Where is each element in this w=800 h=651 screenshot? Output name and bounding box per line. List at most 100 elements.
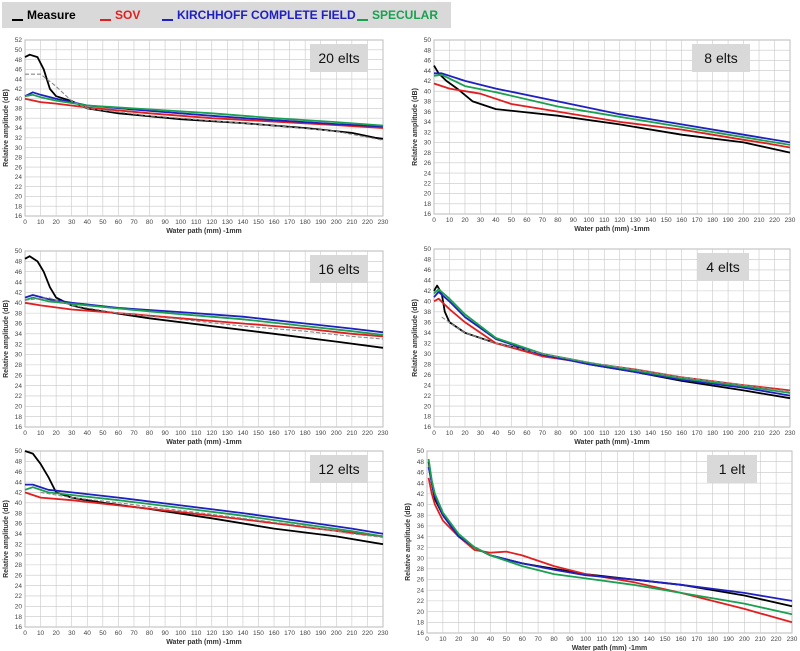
x-tick-label: 230 xyxy=(785,430,796,437)
y-tick-label: 26 xyxy=(424,372,432,379)
chart-title-badge xyxy=(310,44,368,72)
x-tick-label: 230 xyxy=(378,219,389,226)
x-tick-label: 30 xyxy=(477,217,485,224)
legend-label-sov: SOV xyxy=(115,8,141,22)
y-tick-label: 40 xyxy=(417,502,425,509)
y-tick-label: 44 xyxy=(424,278,432,285)
y-tick-label: 30 xyxy=(15,552,23,559)
y-axis-label: Relative amplitude (dB) xyxy=(3,89,10,167)
x-axis-label: Water path (mm) -1mm xyxy=(166,639,242,646)
y-tick-label: 46 xyxy=(424,267,432,274)
y-tick-label: 16 xyxy=(15,213,23,220)
x-tick-label: 230 xyxy=(378,630,389,637)
series-line-kirchhoff-complete-field xyxy=(433,291,791,397)
x-tick-label: 10 xyxy=(446,430,454,437)
chart-title-badge xyxy=(697,253,749,281)
y-tick-label: 28 xyxy=(15,562,23,569)
y-tick-label: 20 xyxy=(424,191,432,198)
x-tick-label: 80 xyxy=(550,636,558,643)
x-tick-label: 20 xyxy=(461,217,469,224)
y-tick-label: 44 xyxy=(15,479,23,486)
x-tick-label: 220 xyxy=(362,219,373,226)
y-tick-label: 26 xyxy=(424,160,432,167)
x-tick-label: 40 xyxy=(84,219,92,226)
series-line-specular xyxy=(24,93,384,127)
y-tick-label: 30 xyxy=(15,352,23,359)
x-tick-label: 20 xyxy=(53,430,61,437)
x-tick-label: 180 xyxy=(707,430,718,437)
y-tick-label: 24 xyxy=(15,583,23,590)
y-tick-label: 46 xyxy=(15,469,23,476)
chart-20-elts: 0 10 20 30 40 50 60 70 80 90 100 110 120 130 140 150 160… xyxy=(3,37,389,235)
x-tick-label: 220 xyxy=(771,636,782,643)
y-tick-label: 26 xyxy=(15,372,23,379)
x-tick-label: 130 xyxy=(630,430,641,437)
x-tick-label: 120 xyxy=(206,430,217,437)
y-tick-label: 18 xyxy=(424,201,432,208)
legend-swatch-kirchhoff xyxy=(162,19,173,21)
x-tick-label: 180 xyxy=(300,219,311,226)
y-tick-label: 36 xyxy=(424,109,432,116)
x-tick-label: 210 xyxy=(754,217,765,224)
y-axis-label: Relative amplitude (dB) xyxy=(405,503,412,581)
x-tick-label: 190 xyxy=(315,430,326,437)
y-tick-label: 20 xyxy=(417,609,425,616)
x-tick-label: 120 xyxy=(614,217,625,224)
y-tick-label: 48 xyxy=(15,259,23,266)
x-tick-label: 90 xyxy=(570,430,578,437)
y-tick-label: 16 xyxy=(15,424,23,431)
x-tick-label: 80 xyxy=(554,430,562,437)
y-tick-label: 16 xyxy=(417,630,425,637)
x-tick-label: 200 xyxy=(739,636,750,643)
y-tick-label: 16 xyxy=(15,624,23,631)
x-tick-label: 50 xyxy=(508,217,516,224)
x-tick-label: 160 xyxy=(269,430,280,437)
y-tick-label: 40 xyxy=(424,299,432,306)
x-tick-label: 50 xyxy=(99,219,107,226)
y-tick-label: 38 xyxy=(424,99,432,106)
y-tick-label: 24 xyxy=(15,383,23,390)
y-tick-label: 36 xyxy=(15,321,23,328)
x-tick-label: 150 xyxy=(661,430,672,437)
x-tick-label: 50 xyxy=(99,630,107,637)
x-tick-label: 70 xyxy=(534,636,542,643)
chart-title-badge xyxy=(692,44,750,72)
series-line-kirchhoff-complete-field xyxy=(24,294,384,334)
x-tick-label: 200 xyxy=(738,430,749,437)
y-tick-label: 28 xyxy=(15,362,23,369)
chart-1-elt: 0 10 20 30 40 50 60 70 80 90 100 110 120 130 140 150 160… xyxy=(405,448,798,651)
x-tick-label: 20 xyxy=(53,630,61,637)
x-tick-label: 20 xyxy=(455,636,463,643)
y-tick-label: 42 xyxy=(15,490,23,497)
y-tick-label: 22 xyxy=(424,180,432,187)
chart-8-elts: 0 10 20 30 40 50 60 70 80 90 100 110 120 130 140 150 160… xyxy=(412,37,796,233)
x-tick-label: 10 xyxy=(446,217,454,224)
x-tick-label: 110 xyxy=(191,219,202,226)
y-tick-label: 30 xyxy=(424,140,432,147)
y-tick-label: 44 xyxy=(15,279,23,286)
y-tick-label: 34 xyxy=(15,331,23,338)
chart-title: 8 elts xyxy=(704,50,737,66)
x-tick-label: 30 xyxy=(68,630,76,637)
y-tick-label: 28 xyxy=(424,150,432,157)
x-tick-label: 220 xyxy=(769,217,780,224)
x-tick-label: 160 xyxy=(675,636,686,643)
y-axis-label: Relative amplitude (dB) xyxy=(3,500,10,578)
y-tick-label: 36 xyxy=(417,523,425,530)
x-tick-label: 210 xyxy=(346,430,357,437)
y-tick-label: 22 xyxy=(15,393,23,400)
y-tick-label: 26 xyxy=(15,164,23,171)
x-tick-label: 170 xyxy=(284,219,295,226)
y-tick-label: 50 xyxy=(15,248,23,255)
x-tick-label: 230 xyxy=(378,430,389,437)
y-tick-label: 46 xyxy=(424,58,432,65)
series-line-reference xyxy=(25,73,384,141)
y-tick-label: 28 xyxy=(15,155,23,162)
y-tick-label: 50 xyxy=(417,448,425,455)
x-tick-label: 190 xyxy=(723,217,734,224)
y-tick-label: 32 xyxy=(417,545,425,552)
chart-title-badge xyxy=(310,455,368,483)
x-tick-label: 10 xyxy=(37,430,45,437)
x-tick-label: 90 xyxy=(566,636,574,643)
y-tick-label: 22 xyxy=(15,593,23,600)
